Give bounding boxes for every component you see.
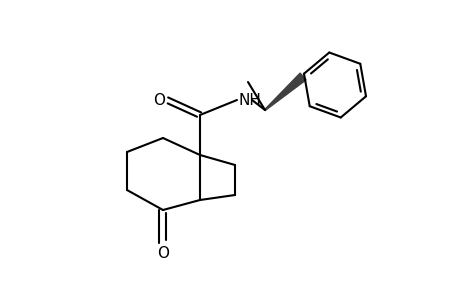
Text: O: O [153,92,165,107]
Text: O: O [157,245,168,260]
Text: NH: NH [238,92,261,107]
Polygon shape [264,73,305,110]
